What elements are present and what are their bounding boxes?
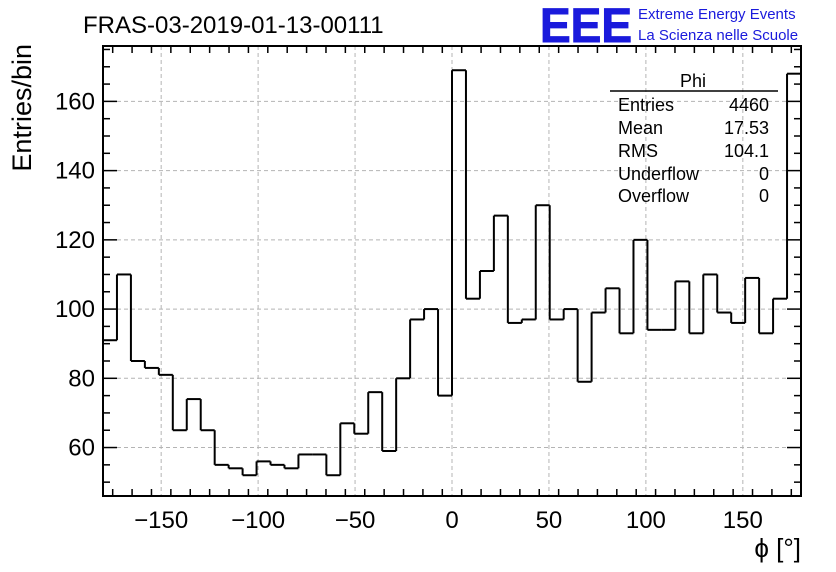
histogram-bin [423, 308, 439, 320]
histogram-bin [786, 72, 801, 299]
histogram-bars [103, 69, 801, 477]
histogram-bin [409, 318, 425, 379]
y-tick-label: 160 [55, 88, 95, 115]
histogram-bin [562, 308, 578, 320]
eee-logo-line2: La Scienza nelle Scuole [638, 27, 798, 44]
histogram-bin [115, 273, 131, 341]
histogram-bin [353, 423, 369, 435]
stats-label-entries: Entries [618, 95, 674, 115]
stats-label-underflow: Underflow [618, 164, 700, 184]
histogram-bin [548, 205, 564, 321]
y-tick-label: 100 [55, 296, 95, 323]
histogram-bin [437, 309, 452, 397]
y-tick-label: 80 [68, 365, 95, 392]
x-tick-label: 150 [723, 507, 763, 534]
stats-title: Phi [680, 71, 706, 91]
histogram-bin [451, 69, 466, 396]
histogram-bin [269, 461, 285, 466]
histogram-bin [227, 464, 243, 470]
y-tick-label: 60 [68, 435, 95, 462]
histogram-bin [506, 215, 522, 324]
histogram-bin [688, 281, 704, 335]
y-tick-label: 120 [55, 227, 95, 254]
stats-label-mean: Mean [618, 118, 663, 138]
histogram-bin [395, 377, 411, 451]
histogram-bin [618, 288, 634, 335]
histogram-bin [325, 454, 341, 477]
histogram-bin [199, 399, 215, 432]
eee-logo: EEE Extreme Energy Events La Scienza nel… [540, 0, 799, 54]
histogram-bin [185, 398, 201, 431]
histogram-bin [255, 460, 271, 476]
histogram-bin [772, 297, 788, 334]
eee-logo-mark: EEE [540, 0, 632, 53]
eee-logo-line1: Extreme Energy Events [638, 6, 796, 23]
y-tick-label: 140 [55, 158, 95, 185]
histogram-bin [716, 274, 732, 314]
histogram-bin [632, 238, 648, 334]
axis-ticks [103, 46, 801, 496]
x-tick-label: −50 [335, 507, 376, 534]
histogram-bin [157, 367, 173, 376]
stats-value-overflow: 0 [759, 186, 769, 206]
histogram-bin [604, 287, 620, 313]
x-tick-label: 100 [626, 507, 666, 534]
histogram-bin [758, 277, 774, 335]
histogram-bin [143, 361, 159, 369]
histogram-bin [283, 464, 299, 470]
histogram-bin [213, 430, 229, 466]
stats-value-entries: 4460 [729, 95, 769, 115]
y-axis-label: Entries/bin [7, 44, 37, 172]
histogram-bin [129, 274, 145, 362]
histogram-bin [464, 70, 480, 300]
histogram-bin [576, 309, 592, 383]
histogram-bin [339, 422, 355, 476]
histogram-bin [492, 214, 508, 271]
x-tick-label: 50 [536, 507, 563, 534]
x-tick-label: 0 [445, 507, 458, 534]
x-tick-label: −150 [134, 507, 188, 534]
histogram-bin [534, 204, 550, 320]
x-axis-label: ϕ [°] [754, 533, 801, 563]
histogram-bin [702, 273, 718, 334]
stats-value-mean: 17.53 [724, 118, 769, 138]
histogram-bin [297, 453, 313, 469]
histogram-bin [171, 374, 187, 432]
histogram-bin [367, 391, 383, 434]
plot-frame [102, 45, 802, 497]
histogram-bin [590, 311, 606, 382]
stats-value-rms: 104.1 [724, 141, 769, 161]
histogram-bin [241, 468, 257, 477]
histogram-bin [520, 318, 536, 323]
stats-value-underflow: 0 [759, 164, 769, 184]
x-tick-label: −100 [231, 507, 285, 534]
histogram-bin [744, 276, 760, 323]
histogram-bin [381, 392, 397, 452]
stats-label-overflow: Overflow [618, 186, 690, 206]
histogram-bin [478, 270, 494, 299]
stats-label-rms: RMS [618, 141, 658, 161]
histogram-bin [674, 280, 690, 330]
chart-title: FRAS-03-2019-01-13-00111 [83, 12, 384, 39]
x-tick-labels: −150 −100 −50 0 50 100 150 [134, 507, 763, 534]
y-tick-labels: 60 80 100 120 140 160 [55, 88, 95, 461]
histogram-bin [730, 312, 746, 324]
stats-box: Phi Entries 4460 Mean 17.53 RMS 104.1 Un… [610, 71, 778, 206]
histogram-bin [646, 239, 662, 331]
